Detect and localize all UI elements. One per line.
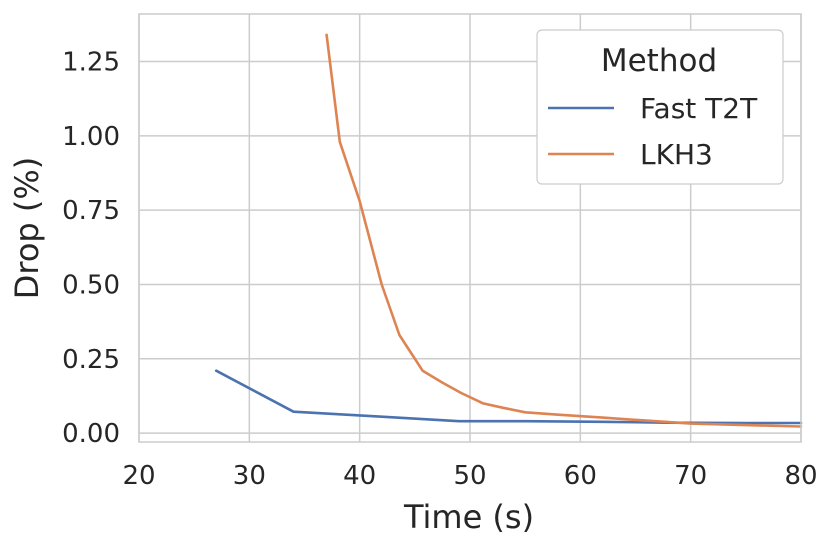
x-tick-label: 40 (343, 461, 376, 491)
legend-label-fast-t2t: Fast T2T (640, 92, 758, 125)
y-tick-label: 0.00 (62, 419, 120, 449)
grid-lines (138, 14, 802, 442)
series-line-lkh3 (325, 33, 803, 428)
x-tick-label: 50 (453, 461, 486, 491)
y-axis-label: Drop (%) (8, 157, 46, 300)
series-lines (214, 33, 803, 428)
x-tick-labels: 20 30 40 50 60 70 80 (122, 461, 817, 491)
y-tick-label: 0.25 (62, 345, 120, 375)
plot-frame (138, 13, 802, 443)
y-tick-label: 0.50 (62, 270, 120, 300)
y-tick-label: 0.75 (62, 196, 120, 226)
legend-label-lkh3: LKH3 (640, 138, 713, 171)
x-tick-label: 20 (122, 461, 155, 491)
y-tick-label: 1.25 (62, 48, 120, 78)
x-tick-label: 60 (564, 461, 597, 491)
legend-title: Method (601, 43, 717, 79)
y-tick-label: 1.00 (62, 122, 120, 152)
legend: Method Fast T2T LKH3 (536, 29, 784, 185)
x-axis-label: Time (s) (403, 498, 534, 536)
x-tick-label: 30 (233, 461, 266, 491)
x-tick-label: 70 (674, 461, 707, 491)
legend-box (536, 29, 784, 185)
y-tick-labels: 0.00 0.25 0.50 0.75 1.00 1.25 (62, 48, 120, 450)
x-tick-label: 80 (784, 461, 817, 491)
series-line-fast-t2t (214, 369, 803, 425)
